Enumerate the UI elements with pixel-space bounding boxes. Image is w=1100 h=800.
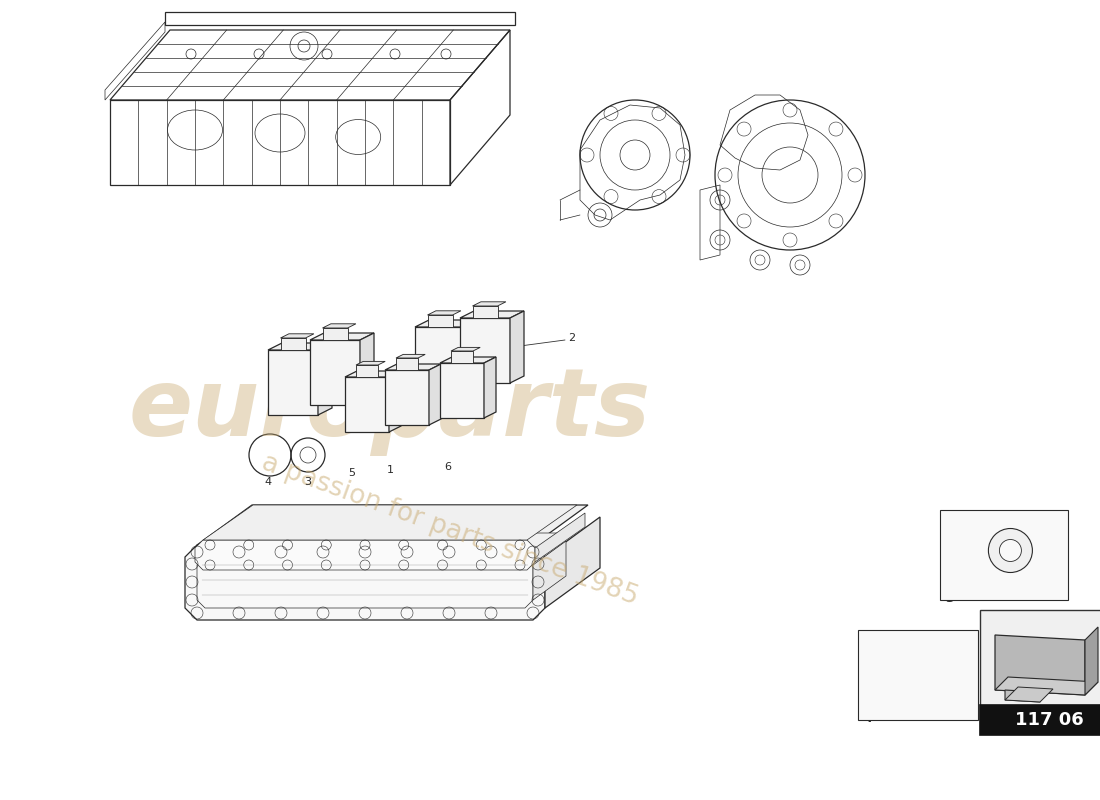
Polygon shape: [473, 302, 506, 306]
Polygon shape: [451, 351, 473, 363]
Polygon shape: [396, 354, 426, 358]
Text: 1: 1: [282, 340, 288, 350]
Text: 1: 1: [386, 465, 394, 475]
Polygon shape: [356, 365, 378, 377]
Circle shape: [1000, 539, 1022, 562]
Text: 3: 3: [305, 477, 311, 487]
Polygon shape: [280, 334, 314, 338]
Polygon shape: [510, 311, 524, 383]
Polygon shape: [322, 328, 348, 340]
Polygon shape: [428, 310, 461, 315]
Text: 5: 5: [349, 468, 355, 478]
Polygon shape: [473, 306, 497, 318]
Polygon shape: [185, 545, 544, 620]
Polygon shape: [356, 362, 385, 365]
Text: a passion for parts since 1985: a passion for parts since 1985: [258, 450, 642, 610]
Polygon shape: [429, 364, 441, 425]
Polygon shape: [460, 311, 524, 318]
Polygon shape: [396, 358, 418, 370]
Polygon shape: [204, 505, 578, 540]
Polygon shape: [440, 357, 496, 363]
Polygon shape: [345, 371, 401, 377]
Bar: [980, 705, 1100, 735]
Polygon shape: [535, 513, 585, 562]
Polygon shape: [451, 347, 481, 351]
Polygon shape: [428, 315, 452, 327]
Polygon shape: [310, 333, 374, 340]
Text: 6: 6: [444, 462, 451, 472]
Text: 3: 3: [945, 592, 954, 605]
Polygon shape: [460, 318, 510, 383]
Text: 1: 1: [437, 318, 443, 328]
Polygon shape: [310, 340, 360, 405]
Polygon shape: [268, 343, 332, 350]
Polygon shape: [268, 350, 318, 415]
Polygon shape: [385, 370, 429, 425]
Polygon shape: [996, 635, 1085, 695]
FancyBboxPatch shape: [858, 630, 978, 720]
Text: 2: 2: [568, 333, 575, 343]
Polygon shape: [415, 327, 465, 392]
Polygon shape: [389, 371, 402, 432]
Polygon shape: [484, 357, 496, 418]
FancyBboxPatch shape: [980, 610, 1100, 720]
Polygon shape: [195, 540, 535, 570]
Polygon shape: [534, 541, 566, 600]
Text: 4: 4: [864, 712, 871, 725]
Polygon shape: [322, 324, 356, 328]
Text: 117 06: 117 06: [1014, 711, 1084, 729]
Polygon shape: [1005, 687, 1053, 702]
Polygon shape: [205, 533, 558, 557]
Polygon shape: [360, 333, 374, 405]
FancyBboxPatch shape: [940, 510, 1068, 600]
Polygon shape: [1005, 690, 1040, 702]
Text: 2: 2: [337, 330, 343, 340]
Polygon shape: [197, 505, 588, 545]
Polygon shape: [440, 363, 484, 418]
Polygon shape: [415, 320, 478, 327]
Circle shape: [989, 529, 1033, 573]
Polygon shape: [345, 377, 389, 432]
Text: europarts: europarts: [129, 364, 651, 456]
Polygon shape: [465, 320, 478, 392]
Text: 4: 4: [264, 477, 272, 487]
Polygon shape: [544, 517, 600, 608]
Polygon shape: [280, 338, 306, 350]
Polygon shape: [996, 677, 1098, 695]
Polygon shape: [1085, 627, 1098, 695]
Polygon shape: [318, 343, 332, 415]
Polygon shape: [385, 364, 441, 370]
